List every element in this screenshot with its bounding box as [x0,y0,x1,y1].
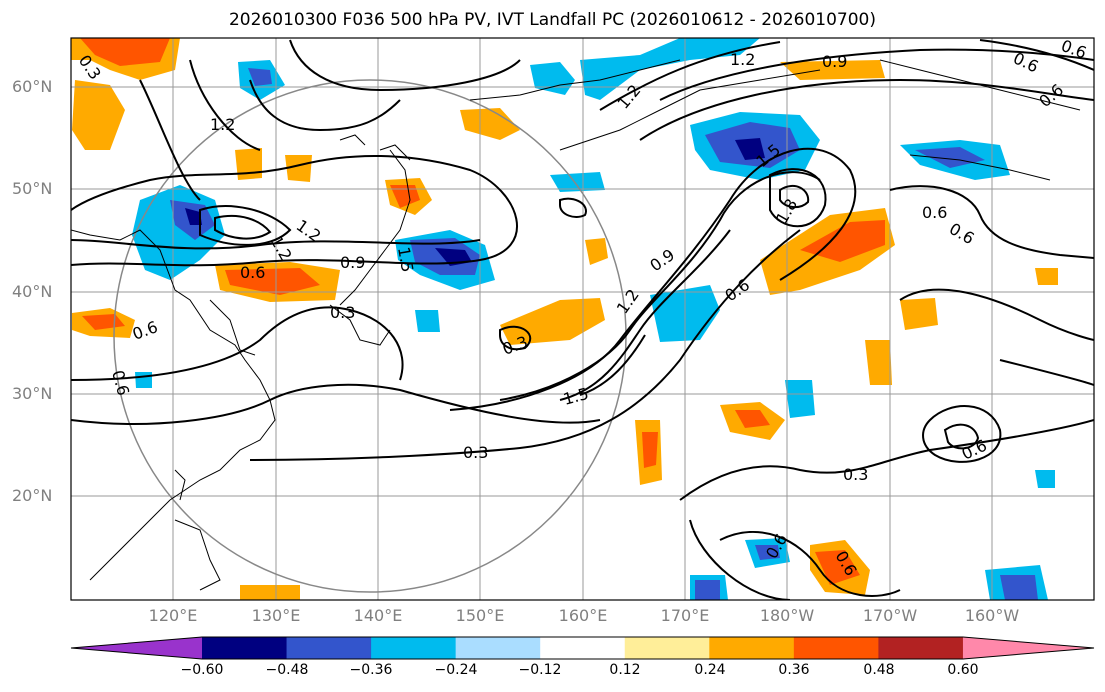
contour-label: 0.3 [330,303,355,322]
colorbar-segment [455,637,541,659]
contour-label: 1.5 [394,245,417,273]
colorbar-extend-low [71,637,202,659]
lat-label: 60°N [12,77,53,96]
lon-label: 170°W [862,606,918,625]
contour-label: 0.3 [463,443,488,462]
lon-label: 160°E [558,606,608,625]
lon-label: 140°E [353,606,403,625]
colorbar-tick-label: −0.48 [265,662,309,678]
colorbar-tick-label: −0.24 [434,662,478,678]
colorbar-segment [286,637,372,659]
lon-label: 120°E [148,606,198,625]
lat-label: 50°N [12,179,53,198]
contour-label: 0.6 [922,203,947,222]
colorbar-segment [878,637,964,659]
colorbar [70,636,1095,660]
colorbar-tick-label: 0.24 [694,662,726,678]
colorbar-segment [624,637,710,659]
colorbar-segment [371,637,457,659]
colorbar-outline [70,636,1095,660]
colorbar-tick-label: −0.60 [180,662,224,678]
lon-label: 180°W [759,606,815,625]
colorbar-tick-label: −0.12 [518,662,562,678]
contour-label: 0.3 [843,465,868,484]
colorbar-tick-label: 0.12 [609,662,641,678]
colorbar-segment [202,637,288,659]
colorbar-segment [540,637,626,659]
lat-label: 30°N [12,384,53,403]
contour-label: 0.9 [822,52,847,71]
lon-label: 170°E [660,606,710,625]
colorbar-tick-label: 0.60 [947,662,979,678]
contour-label: 1.2 [210,115,235,134]
pv-contours [71,39,1094,600]
lon-label: 150°E [455,606,505,625]
colorbar-segment [709,637,795,659]
colorbar-tick-label: 0.36 [778,662,810,678]
contour-label: 0.9 [340,253,365,272]
lat-label: 20°N [12,486,53,505]
map-title: 2026010300 F036 500 hPa PV, IVT Landfall… [228,10,876,30]
map-border [70,37,1095,601]
colorbar-extend-high [962,637,1094,659]
colorbar-tick-label: 0.48 [863,662,895,678]
lon-label: 130°E [251,606,301,625]
lat-label: 40°N [12,282,53,301]
contour-label: 0.6 [240,263,265,282]
colorbar-segment [793,637,879,659]
lon-label: 160°W [964,606,1020,625]
colorbar-tick-label: −0.36 [349,662,393,678]
contour-label: 1.2 [730,50,755,69]
